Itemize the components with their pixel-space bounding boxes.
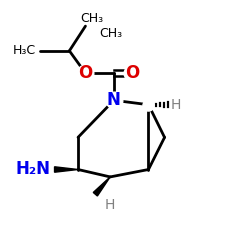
Text: H₂N: H₂N	[16, 160, 51, 178]
Text: H: H	[105, 198, 115, 212]
Text: CH₃: CH₃	[99, 27, 122, 40]
Text: N: N	[107, 91, 121, 109]
Text: H: H	[171, 98, 181, 112]
Polygon shape	[54, 167, 78, 172]
Text: CH₃: CH₃	[80, 12, 103, 25]
Text: H₃C: H₃C	[13, 44, 36, 57]
Polygon shape	[93, 177, 110, 196]
Text: O: O	[78, 64, 92, 82]
Text: O: O	[125, 64, 140, 82]
